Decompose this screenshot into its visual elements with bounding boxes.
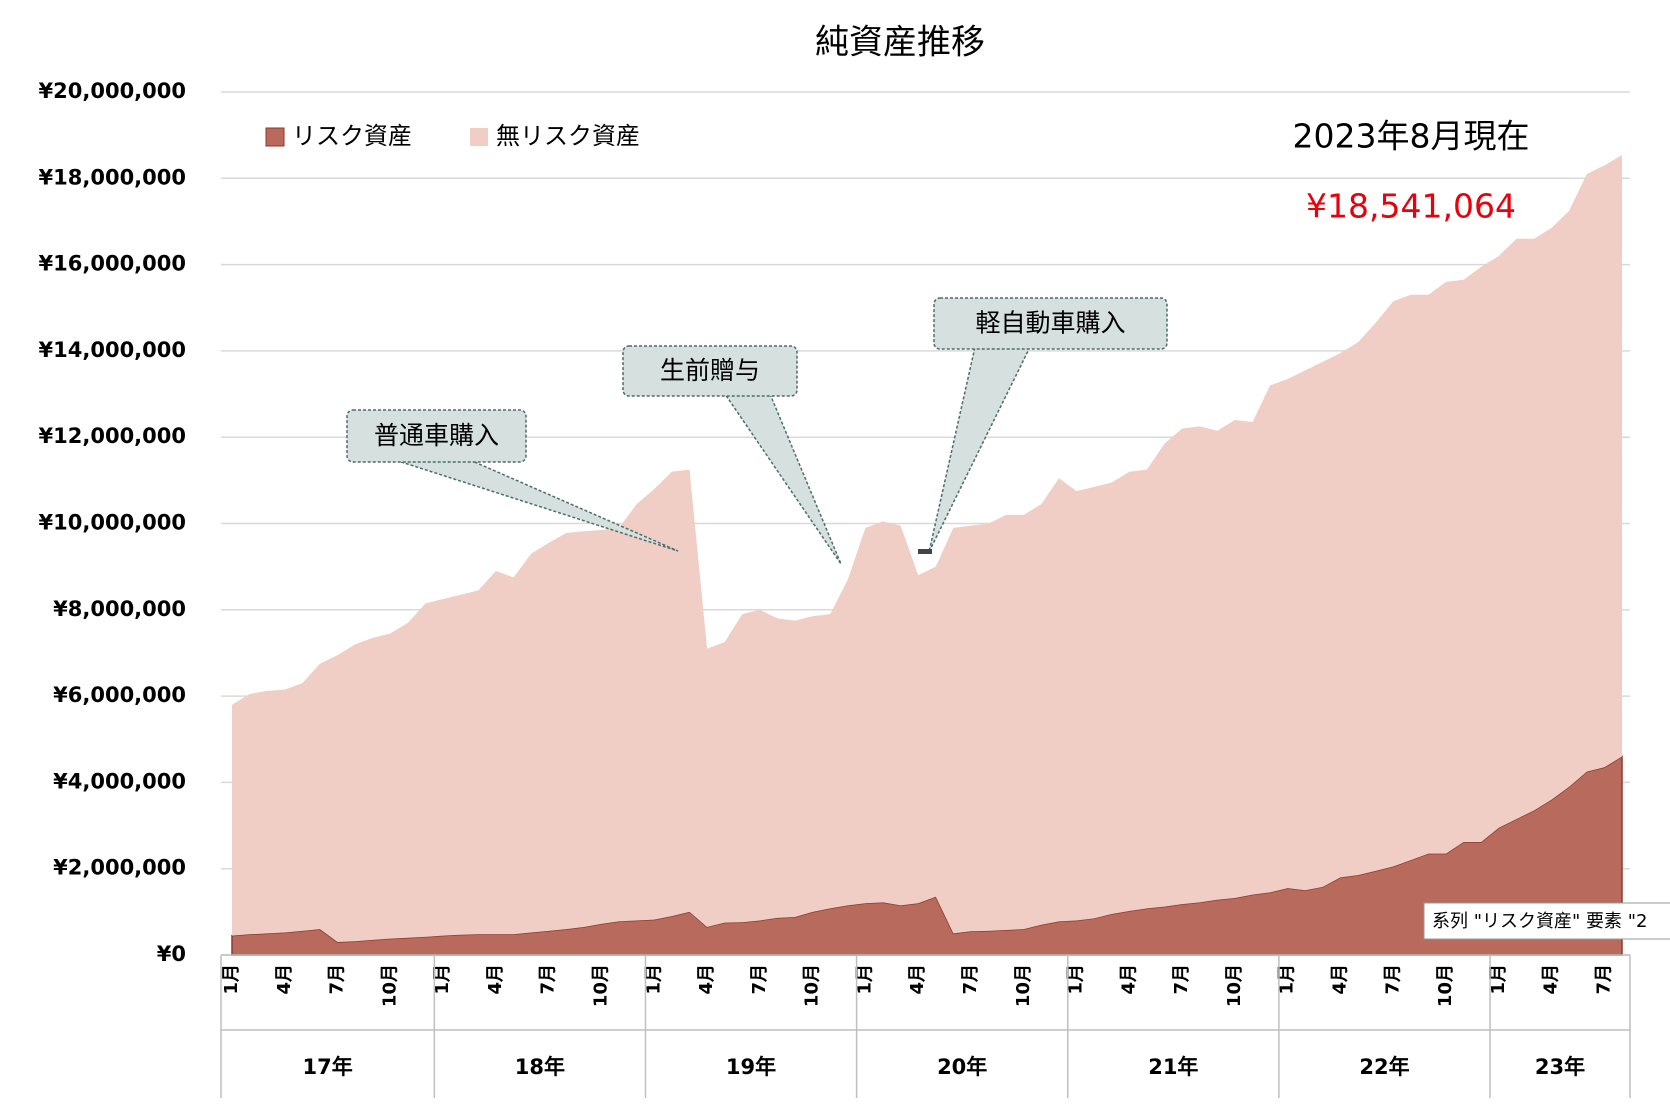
callout-box xyxy=(933,297,1168,350)
y-tick-label: ¥6,000,000 xyxy=(53,683,186,707)
x-tick-label: 1月 xyxy=(854,964,875,995)
callout: 軽自動車購入 xyxy=(928,297,1168,553)
year-label: 17年 xyxy=(303,1055,353,1079)
x-tick-label: 1月 xyxy=(643,964,664,995)
year-label: 21年 xyxy=(1148,1055,1198,1079)
callout-cover xyxy=(394,458,471,461)
x-tick-label: 7月 xyxy=(327,964,348,995)
tooltip-box xyxy=(1423,902,1670,940)
x-tick-label: 1月 xyxy=(1277,964,1298,995)
callout-text: 生前贈与 xyxy=(660,356,760,385)
legend-label: 無リスク資産 xyxy=(496,122,640,150)
y-tick-label: ¥10,000,000 xyxy=(39,511,186,535)
x-tick-label: 4月 xyxy=(274,964,295,995)
legend-label: リスク資産 xyxy=(292,122,412,150)
x-tick-label: 7月 xyxy=(538,964,559,995)
x-tick-label: 10月 xyxy=(379,964,400,1007)
year-label: 23年 xyxy=(1535,1055,1585,1079)
x-tick-label: 10月 xyxy=(1224,964,1245,1007)
y-tick-label: ¥12,000,000 xyxy=(39,424,186,448)
x-tick-label: 4月 xyxy=(696,964,717,995)
callout-box xyxy=(346,409,527,463)
as-of-label: 2023年8月現在 xyxy=(1293,117,1530,156)
callout-text: 普通車購入 xyxy=(374,421,499,450)
x-tick-label: 4月 xyxy=(1118,964,1139,995)
year-label: 22年 xyxy=(1359,1055,1409,1079)
x-tick-label: 10月 xyxy=(590,964,611,1007)
x-tick-label: 7月 xyxy=(1593,964,1614,995)
x-tick-label: 10月 xyxy=(1435,964,1456,1007)
x-tick-label: 1月 xyxy=(1488,964,1509,995)
x-tick-label: 4月 xyxy=(485,964,506,995)
callout: 生前贈与 xyxy=(622,345,842,565)
y-tick-label: ¥16,000,000 xyxy=(39,252,186,276)
area-1 xyxy=(232,154,1622,943)
callout-cover xyxy=(724,392,771,395)
callout-text: 軽自動車購入 xyxy=(975,309,1125,338)
callout-box xyxy=(622,345,798,397)
total-label: ¥18,541,064 xyxy=(1306,187,1516,226)
x-tick-label: 10月 xyxy=(802,964,823,1007)
x-tick-label: 7月 xyxy=(960,964,981,995)
y-tick-label: ¥4,000,000 xyxy=(53,769,186,793)
legend-swatch xyxy=(265,127,285,147)
y-tick-label: ¥18,000,000 xyxy=(39,165,186,189)
x-tick-label: 7月 xyxy=(749,964,770,995)
y-tick-label: ¥20,000,000 xyxy=(39,79,186,103)
callout-pointer xyxy=(394,459,679,552)
x-tick-label: 4月 xyxy=(907,964,928,995)
callout: 普通車購入 xyxy=(346,409,679,552)
year-label: 19年 xyxy=(726,1055,776,1079)
year-label: 20年 xyxy=(937,1055,987,1079)
x-tick-label: 1月 xyxy=(221,964,242,995)
y-tick-label: ¥14,000,000 xyxy=(39,338,186,362)
x-tick-label: 10月 xyxy=(1013,964,1034,1007)
tooltip-text: 系列 "リスク資産" 要素 "2 xyxy=(1432,911,1647,932)
chart-title: 純資産推移 xyxy=(815,23,985,63)
pointer-marker xyxy=(918,549,932,554)
callout-pointer xyxy=(723,393,842,565)
y-tick-label: ¥0 xyxy=(157,942,186,966)
callout-cover xyxy=(974,345,1031,348)
x-tick-label: 4月 xyxy=(1329,964,1350,995)
legend-swatch xyxy=(470,128,488,146)
y-tick-label: ¥8,000,000 xyxy=(53,597,186,621)
y-tick-label: ¥2,000,000 xyxy=(53,856,186,880)
x-tick-label: 1月 xyxy=(1066,964,1087,995)
x-tick-label: 4月 xyxy=(1541,964,1562,995)
x-tick-label: 1月 xyxy=(432,964,453,995)
x-tick-label: 7月 xyxy=(1382,964,1403,995)
year-label: 18年 xyxy=(515,1055,565,1079)
x-tick-label: 7月 xyxy=(1171,964,1192,995)
